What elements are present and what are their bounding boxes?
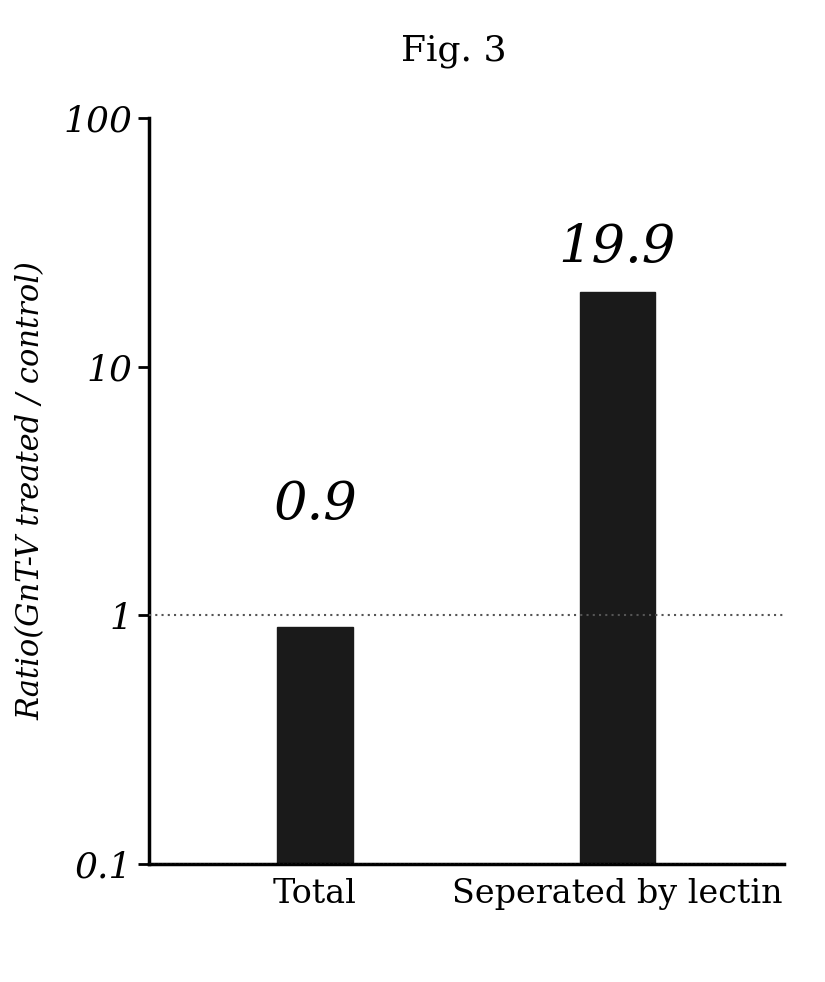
Text: Fig. 3: Fig. 3 (401, 34, 507, 69)
Bar (277, 627, 353, 982)
Y-axis label: Ratio(GnT-V treated / control): Ratio(GnT-V treated / control) (16, 261, 47, 721)
Text: 19.9: 19.9 (559, 222, 676, 273)
Text: 0.9: 0.9 (273, 479, 356, 530)
Bar (579, 293, 655, 982)
